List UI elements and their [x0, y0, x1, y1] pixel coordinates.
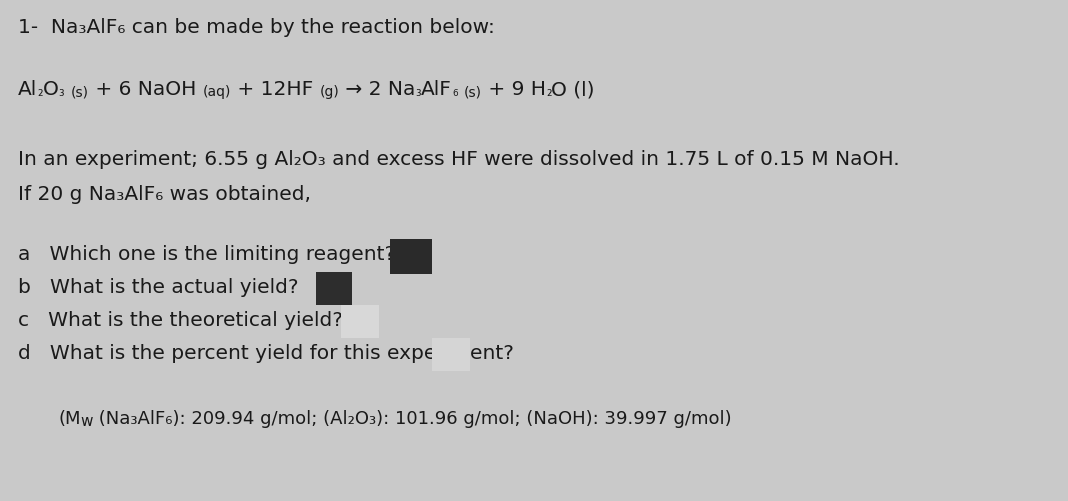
Text: In an experiment; 6.55 g Al₂O₃ and excess HF were dissolved in 1.75 L of 0.15 M : In an experiment; 6.55 g Al₂O₃ and exces… [18, 150, 899, 169]
Text: If 20 g Na₃AlF₆ was obtained,: If 20 g Na₃AlF₆ was obtained, [18, 185, 311, 203]
Text: ₆: ₆ [452, 85, 457, 99]
Text: O (l): O (l) [551, 80, 595, 99]
Text: (Na₃AlF₆): 209.94 g/mol; (Al₂O₃): 101.96 g/mol; (NaOH): 39.997 g/mol): (Na₃AlF₆): 209.94 g/mol; (Al₂O₃): 101.96… [93, 409, 732, 427]
Text: + 12HF: + 12HF [231, 80, 319, 99]
Text: + 9 H: + 9 H [482, 80, 546, 99]
Text: (s): (s) [464, 85, 482, 99]
Text: ₃: ₃ [59, 85, 64, 99]
Text: (s): (s) [70, 85, 89, 99]
Text: ₂: ₂ [37, 85, 43, 99]
Text: → 2 Na: → 2 Na [340, 80, 415, 99]
Text: (g): (g) [319, 85, 340, 99]
Bar [390, 239, 431, 275]
Text: 1-  Na₃AlF₆ can be made by the reaction below:: 1- Na₃AlF₆ can be made by the reaction b… [18, 18, 494, 37]
Text: O: O [43, 80, 59, 99]
Text: + 6 NaOH: + 6 NaOH [89, 80, 202, 99]
Text: b   What is the actual yield?: b What is the actual yield? [18, 278, 298, 297]
Text: (aq): (aq) [202, 85, 231, 99]
Text: ₂: ₂ [546, 85, 551, 99]
Text: AlF: AlF [421, 80, 452, 99]
Text: Al: Al [18, 80, 37, 99]
Text: w: w [80, 413, 93, 428]
Text: c   What is the theoretical yield?: c What is the theoretical yield? [18, 311, 343, 329]
Bar [431, 338, 470, 371]
Bar [341, 306, 379, 338]
Bar [316, 273, 352, 306]
Text: (M: (M [58, 409, 80, 427]
Text: ₃: ₃ [415, 85, 421, 99]
Text: a   Which one is the limiting reagent?: a Which one is the limiting reagent? [18, 244, 395, 264]
Text: d   What is the percent yield for this experiment?: d What is the percent yield for this exp… [18, 343, 514, 362]
